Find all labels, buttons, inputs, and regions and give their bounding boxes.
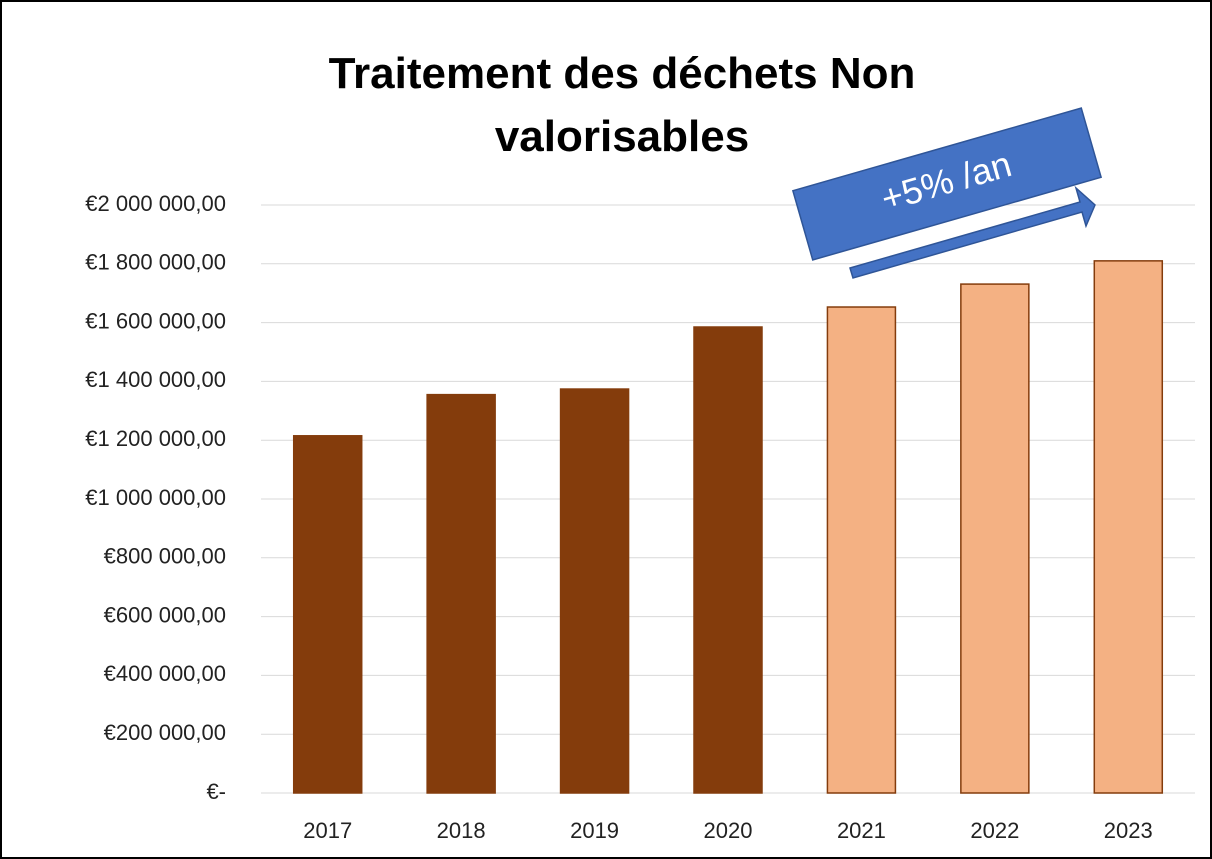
y-tick-label: €200 000,00 bbox=[104, 720, 226, 745]
bars bbox=[292, 260, 1164, 794]
annotation: +5% /an bbox=[791, 107, 1103, 261]
y-tick-label: €600 000,00 bbox=[104, 602, 226, 627]
y-tick-label: €1 600 000,00 bbox=[85, 308, 226, 333]
y-tick-label: €- bbox=[206, 779, 226, 804]
annotation-arrow bbox=[849, 185, 1096, 279]
annotation-box bbox=[791, 107, 1103, 261]
y-tick-label: €800 000,00 bbox=[104, 544, 226, 569]
x-tick-label: 2017 bbox=[303, 818, 352, 843]
bar bbox=[826, 306, 897, 794]
x-tick-label: 2020 bbox=[704, 818, 753, 843]
bar bbox=[559, 388, 630, 794]
bar bbox=[1093, 260, 1164, 794]
x-tick-label: 2018 bbox=[437, 818, 486, 843]
y-tick-label: €1 200 000,00 bbox=[85, 426, 226, 451]
chart-title: Traitement des déchets Non valorisables bbox=[328, 49, 916, 161]
y-tick-label: €2 000 000,00 bbox=[85, 191, 226, 216]
x-tick-label: 2021 bbox=[837, 818, 886, 843]
y-tick-label: €1 800 000,00 bbox=[85, 250, 226, 275]
y-tick-label: €1 000 000,00 bbox=[85, 485, 226, 510]
y-tick-label: €1 400 000,00 bbox=[85, 367, 226, 392]
bar bbox=[960, 283, 1030, 794]
y-tick-label: €400 000,00 bbox=[104, 661, 226, 686]
x-tick-label: 2023 bbox=[1104, 818, 1153, 843]
x-tick-label: 2022 bbox=[970, 818, 1019, 843]
bar bbox=[426, 393, 496, 794]
bar bbox=[292, 435, 363, 794]
x-tick-label: 2019 bbox=[570, 818, 619, 843]
bar bbox=[693, 326, 763, 794]
